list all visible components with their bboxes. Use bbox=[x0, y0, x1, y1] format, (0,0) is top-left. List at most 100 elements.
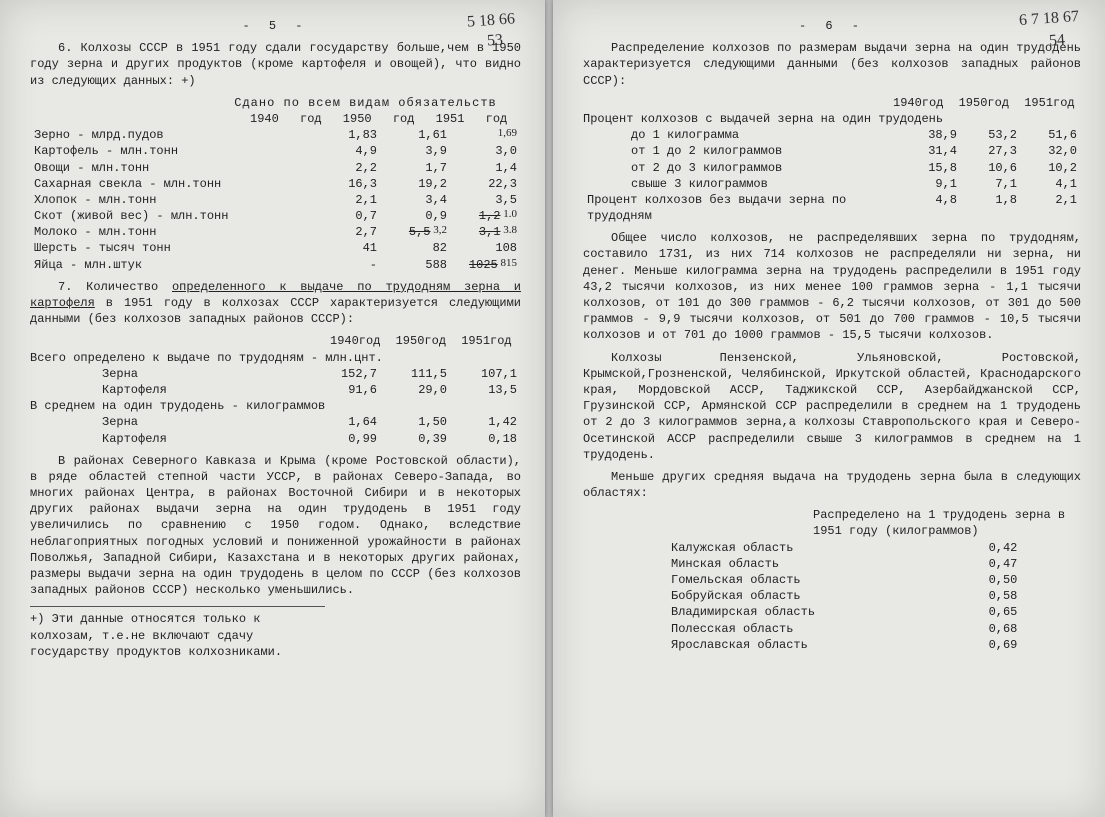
table-row: Минская область0,47 bbox=[623, 556, 1021, 572]
no-dist-row: Процент колхозов без выдачи зерна по тру… bbox=[583, 192, 1081, 224]
table-row: Яйца - млн.штук-5881025 815 bbox=[30, 257, 521, 273]
table1-header: Сдано по всем видам обязательств bbox=[210, 95, 521, 111]
cell: 0,58 bbox=[951, 588, 1021, 604]
cell: 1,83 bbox=[311, 127, 381, 143]
row-label: Сахарная свекла - млн.тонн bbox=[30, 176, 311, 192]
row-label: Картофеля bbox=[30, 431, 311, 447]
cell: 2,7 bbox=[311, 224, 381, 240]
table-row: Хлопок - млн.тонн2,13,43,5 bbox=[30, 192, 521, 208]
row-label: Зерна bbox=[30, 366, 311, 382]
cell: 5,5 3,2 bbox=[381, 224, 451, 240]
cell: 108 bbox=[451, 240, 521, 256]
region-table: Калужская область0,42Минская область0,47… bbox=[623, 540, 1021, 653]
table-years-6: 1940год 1950год 1951год bbox=[893, 95, 1081, 111]
allocation-table: Зерна152,7111,5107,1Картофеля91,629,013,… bbox=[30, 366, 521, 398]
cell: 1,61 bbox=[381, 127, 451, 143]
cell: 2,1 bbox=[311, 192, 381, 208]
row-label: Ярославская область bbox=[623, 637, 951, 653]
cell: 51,6 bbox=[1021, 127, 1081, 143]
row-label: Полесская область bbox=[623, 621, 951, 637]
table-row: Владимирская область0,65 bbox=[623, 604, 1021, 620]
table-row: Овощи - млн.тонн2,21,71,4 bbox=[30, 160, 521, 176]
table-row: Молоко - млн.тонн2,75,5 3,23,1 3.8 bbox=[30, 224, 521, 240]
p6-para1: Распределение колхозов по размерам выдач… bbox=[583, 40, 1081, 89]
cell: 0,7 bbox=[311, 208, 381, 224]
p6-para3: Колхозы Пензенской, Ульяновской, Ростовс… bbox=[583, 350, 1081, 463]
table1-years: 1940 год 1950 год 1951 год bbox=[250, 111, 521, 127]
cell: 0,50 bbox=[951, 572, 1021, 588]
cell: 3,4 bbox=[381, 192, 451, 208]
cell: 91,6 bbox=[311, 382, 381, 398]
delivery-table: Зерно - млрд.пудов1,831,611,69Картофель … bbox=[30, 127, 521, 273]
table-row: свыше 3 килограммов9,17,14,1 bbox=[583, 176, 1081, 192]
row-label: Бобруйская область bbox=[623, 588, 951, 604]
table-row: Картофеля91,629,013,5 bbox=[30, 382, 521, 398]
hand-annot-2: 53 bbox=[486, 29, 503, 52]
table-row: Картофеля0,990,390,18 bbox=[30, 431, 521, 447]
row-label: от 2 до 3 килограммов bbox=[583, 160, 901, 176]
row-label: Владимирская область bbox=[623, 604, 951, 620]
cell: 15,8 bbox=[901, 160, 961, 176]
table-row: Сахарная свекла - млн.тонн16,319,222,3 bbox=[30, 176, 521, 192]
footnote: +) Эти данные относятся только к колхоза… bbox=[30, 606, 325, 660]
region-head: Распределено на 1 трудодень зерна в 1951… bbox=[813, 507, 1073, 539]
table-row: Зерно - млрд.пудов1,831,611,69 bbox=[30, 127, 521, 143]
hand-annot-3: 6 7 18 67 bbox=[1018, 6, 1079, 32]
cell: 1,69 bbox=[451, 127, 521, 143]
row-label: Скот (живой вес) - млн.тонн bbox=[30, 208, 311, 224]
cell: 107,1 bbox=[451, 366, 521, 382]
cell: 0,9 bbox=[381, 208, 451, 224]
cell: 111,5 bbox=[381, 366, 451, 382]
table-row: Калужская область0,42 bbox=[623, 540, 1021, 556]
cell: 1,7 bbox=[381, 160, 451, 176]
para-7: 7. Количество определенного к выдаче по … bbox=[30, 279, 521, 328]
hand-annot-4: 54 bbox=[1048, 29, 1065, 52]
row-label: Молоко - млн.тонн bbox=[30, 224, 311, 240]
body-para: В районах Северного Кавказа и Крыма (кро… bbox=[30, 453, 521, 599]
table-row: от 1 до 2 килограммов31,427,332,0 bbox=[583, 143, 1081, 159]
cell: 152,7 bbox=[311, 366, 381, 382]
per-day-table: Зерна1,641,501,42Картофеля0,990,390,18 bbox=[30, 414, 521, 446]
cell: 16,3 bbox=[311, 176, 381, 192]
p6-para2: Общее число колхозов, не распределявших … bbox=[583, 230, 1081, 343]
table-row: Скот (живой вес) - млн.тонн0,70,91,2 1.0 bbox=[30, 208, 521, 224]
table-row: Гомельская область0,50 bbox=[623, 572, 1021, 588]
row-label: Гомельская область bbox=[623, 572, 951, 588]
cell: 3,0 bbox=[451, 143, 521, 159]
cell: 0,47 bbox=[951, 556, 1021, 572]
row-label: Шерсть - тысяч тонн bbox=[30, 240, 311, 256]
cell: 27,3 bbox=[961, 143, 1021, 159]
cell: 3,1 3.8 bbox=[451, 224, 521, 240]
cell: 0,39 bbox=[381, 431, 451, 447]
cell: 10,6 bbox=[961, 160, 1021, 176]
cell: 4,9 bbox=[311, 143, 381, 159]
row-label: Яйца - млн.штук bbox=[30, 257, 311, 273]
row-label: Картофель - млн.тонн bbox=[30, 143, 311, 159]
cell: - bbox=[311, 257, 381, 273]
t2-head1: Всего определено к выдаче по трудодням -… bbox=[30, 350, 521, 366]
cell: 1,64 bbox=[311, 414, 381, 430]
pct-head: Процент колхозов с выдачей зерна на один… bbox=[583, 111, 1081, 127]
cell: 0,99 bbox=[311, 431, 381, 447]
cell: 82 bbox=[381, 240, 451, 256]
cell: 9,1 bbox=[901, 176, 961, 192]
cell: 10,2 bbox=[1021, 160, 1081, 176]
cell: 19,2 bbox=[381, 176, 451, 192]
cell: 53,2 bbox=[961, 127, 1021, 143]
table-row: Бобруйская область0,58 bbox=[623, 588, 1021, 604]
row-label: Минская область bbox=[623, 556, 951, 572]
cell: 2,2 bbox=[311, 160, 381, 176]
table-row: от 2 до 3 килограммов15,810,610,2 bbox=[583, 160, 1081, 176]
table-row: Шерсть - тысяч тонн4182108 bbox=[30, 240, 521, 256]
table-row: Зерна152,7111,5107,1 bbox=[30, 366, 521, 382]
cell: 0,18 bbox=[451, 431, 521, 447]
cell: 7,1 bbox=[961, 176, 1021, 192]
cell: 0,68 bbox=[951, 621, 1021, 637]
cell: 0,65 bbox=[951, 604, 1021, 620]
table2-years: 1940год 1950год 1951год bbox=[330, 333, 521, 349]
row-label: Процент колхозов без выдачи зерна по тру… bbox=[583, 192, 901, 224]
cell: 4,1 bbox=[1021, 176, 1081, 192]
cell: 38,9 bbox=[901, 127, 961, 143]
cell: 13,5 bbox=[451, 382, 521, 398]
table-row: Ярославская область0,69 bbox=[623, 637, 1021, 653]
